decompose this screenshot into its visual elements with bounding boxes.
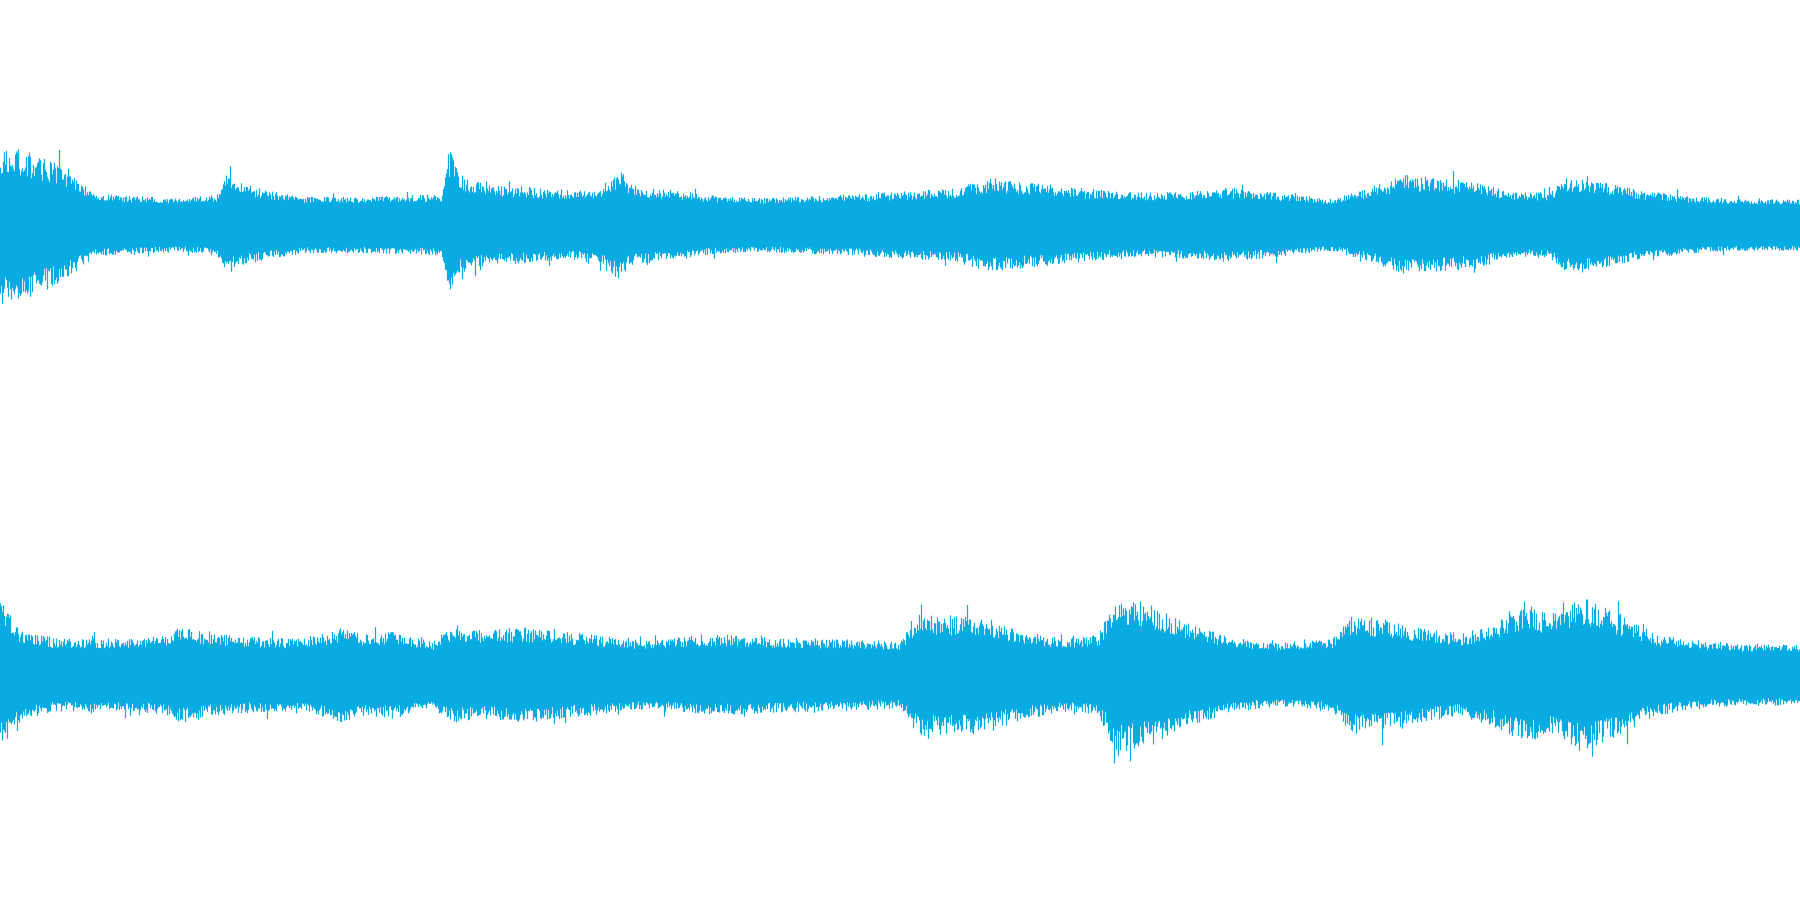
waveform-channel-right [0,599,1800,764]
waveform-core-left [0,211,1800,239]
waveform-channel-left [0,149,1800,304]
waveform-core-right [0,661,1800,689]
